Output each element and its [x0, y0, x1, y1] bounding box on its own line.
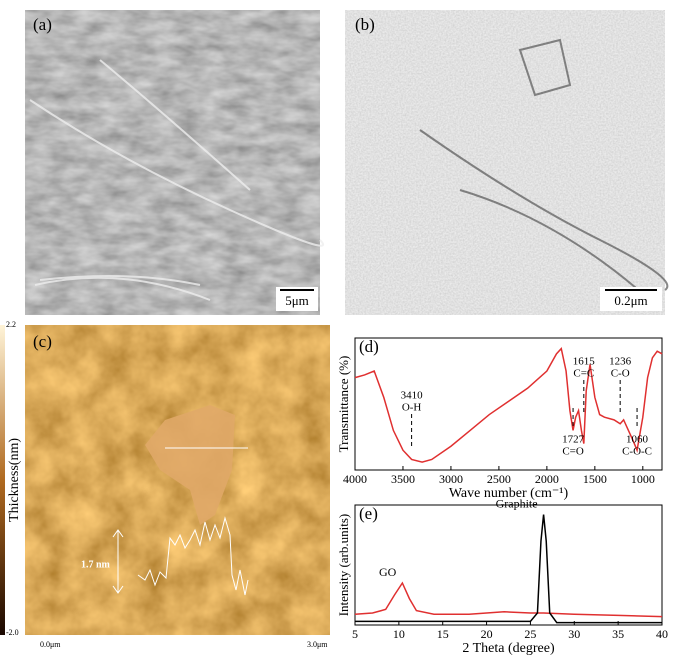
series-line [354, 581, 663, 618]
plot-frame [354, 337, 663, 471]
peak-bond: C=C [573, 368, 594, 380]
peak-bond: O-H [402, 402, 422, 414]
series-name: Graphite [496, 496, 538, 510]
colorbar [0, 325, 5, 635]
panel-c: 1.7 nm (c) 2.2 -2.0 Thickness(nm) 0.0μm … [0, 320, 330, 649]
peak-bond: C-O-C [622, 446, 652, 458]
x-tick-label: 10 [393, 627, 405, 641]
peak-value: 1615 [573, 356, 596, 368]
panel-label: (a) [33, 15, 52, 34]
peak-value: 3410 [401, 390, 424, 402]
panel-label: (b) [355, 15, 375, 34]
x-tick-label: 2500 [487, 472, 511, 486]
x-tick-label: 15 [437, 627, 449, 641]
x-tick-label: 5 [352, 627, 358, 641]
tem-image [345, 10, 665, 315]
x-tick-label: 3500 [391, 472, 415, 486]
x-tick-label: 1500 [583, 472, 607, 486]
y-axis-label: Transmittance (%) [336, 356, 351, 453]
scale-bar-label: 5μm [285, 293, 309, 308]
peak-value: 1727 [562, 434, 585, 446]
panel-b: (b) 0.2μm [345, 10, 669, 315]
x-start: 0.0μm [40, 640, 61, 649]
series-name: GO [379, 565, 397, 579]
arrow-heads [112, 529, 124, 594]
panel-a: (a) 5μm [25, 10, 325, 315]
panel-label: (e) [359, 504, 378, 523]
peak-value: 1060 [626, 434, 649, 446]
x-tick-label: 1000 [631, 472, 655, 486]
x-tick-label: 40 [656, 627, 668, 641]
height-profile [137, 516, 249, 596]
flake [145, 405, 235, 525]
colorbar-min: -2.0 [6, 628, 19, 637]
scale-bar-label: 0.2μm [614, 293, 647, 308]
plot-frame [354, 504, 663, 626]
x-axis-label: Wave number (cm⁻¹) [449, 486, 569, 501]
peak-bond: C-O [611, 368, 630, 380]
x-tick-label: 35 [612, 627, 624, 641]
panel-label: (c) [33, 332, 52, 351]
peak-value: 1236 [609, 356, 632, 368]
x-tick-label: 4000 [343, 472, 367, 486]
x-tick-label: 30 [568, 627, 580, 641]
colorbar-label: Thickness(nm) [7, 438, 22, 522]
series-line [354, 346, 663, 463]
x-axis-label: 2 Theta (degree) [462, 641, 555, 656]
panel-label: (d) [359, 337, 379, 356]
wrinkles [29, 59, 325, 301]
step-height: 1.7 nm [81, 559, 111, 570]
x-tick-label: 2000 [535, 472, 559, 486]
series-line [355, 514, 662, 624]
sem-image [25, 10, 320, 315]
x-tick-label: 20 [481, 627, 493, 641]
x-end: 3.0μm [307, 640, 328, 649]
peak-bond: C=O [562, 446, 584, 458]
x-tick-label: 25 [524, 627, 536, 641]
colorbar-max: 2.2 [6, 320, 16, 329]
y-axis-label: Intensity (arb.units) [336, 514, 351, 617]
flake-edges [419, 38, 669, 301]
x-tick-label: 3000 [439, 472, 463, 486]
